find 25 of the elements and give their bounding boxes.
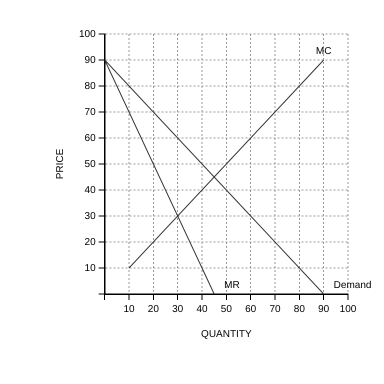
y-tick-label: 80	[84, 80, 96, 92]
series-label: MR	[224, 280, 240, 291]
x-tick-label: 20	[148, 304, 160, 315]
x-tick-label: 10	[123, 304, 136, 315]
x-tick-label: 70	[269, 304, 282, 315]
series-label: Demand	[334, 280, 372, 291]
x-tick-label: 60	[245, 304, 257, 315]
x-tick-label: 90	[318, 304, 330, 315]
y-tick-label: 90	[84, 54, 96, 66]
y-tick-label: 70	[84, 106, 96, 118]
y-axis-title: PRICE	[54, 148, 66, 180]
x-tick-label: 40	[196, 304, 208, 315]
y-tick-label: 30	[84, 210, 96, 222]
x-tick-label: 80	[294, 304, 306, 315]
y-tick-label: 40	[84, 184, 96, 196]
x-tick-label: 100	[340, 304, 357, 315]
x-tick-label: 30	[172, 304, 184, 315]
y-tick-label: 10	[84, 262, 96, 274]
y-tick-label: 100	[78, 28, 96, 40]
y-tick-label: 20	[84, 236, 96, 248]
y-tick-label: 50	[84, 158, 96, 170]
x-tick-label: 50	[220, 304, 232, 315]
series-label: MC	[316, 46, 332, 57]
y-tick-label: 60	[84, 132, 96, 144]
x-axis-title: QUANTITY	[201, 328, 252, 340]
